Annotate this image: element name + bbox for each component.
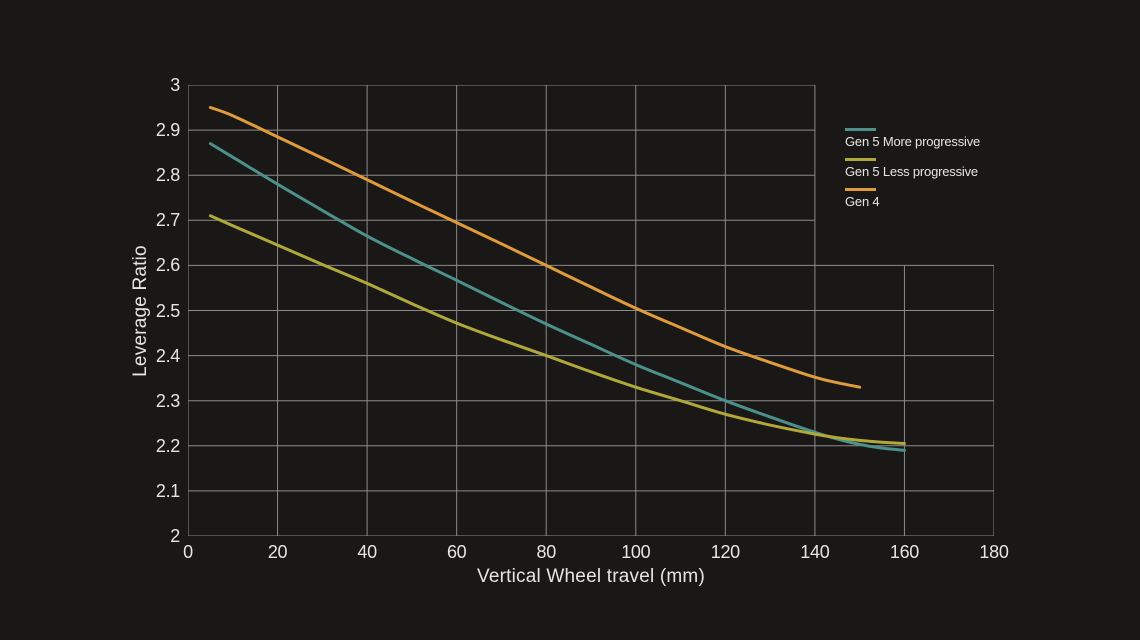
x-tick-label: 80 <box>536 542 557 562</box>
series-line <box>208 214 906 445</box>
x-tick-label: 60 <box>446 542 467 562</box>
x-tick-label: 120 <box>710 542 740 562</box>
legend-item: Gen 4 <box>845 188 980 209</box>
legend-label: Gen 5 More progressive <box>845 134 981 149</box>
plot-area <box>188 85 994 536</box>
legend-item: Gen 5 Less progressive <box>845 158 980 179</box>
y-tick-label: 2.7 <box>155 210 180 231</box>
legend-item: Gen 5 More progressive <box>845 128 980 149</box>
legend-label: Gen 5 Less progressive <box>845 164 978 179</box>
y-tick-label: 2 <box>170 526 180 546</box>
x-tick-label: 0 <box>183 542 193 562</box>
legend-label: Gen 4 <box>845 194 880 209</box>
x-tick-label: 160 <box>889 542 920 562</box>
legend-swatch <box>845 128 876 131</box>
y-tick-label: 2.9 <box>155 120 180 141</box>
y-tick-label: 2.6 <box>155 255 180 276</box>
y-tick-label: 2.1 <box>155 480 180 501</box>
x-axis-title: Vertical Wheel travel (mm) <box>477 566 705 587</box>
y-tick-label: 2.5 <box>155 300 180 321</box>
x-tick-label: 40 <box>357 542 377 562</box>
legend: Gen 5 More progressive Gen 5 Less progres… <box>845 128 980 218</box>
legend-swatch <box>845 158 876 161</box>
y-tick-label: 2.3 <box>155 390 180 411</box>
y-tick-label: 2.4 <box>155 345 180 366</box>
x-tick-label: 100 <box>621 542 651 562</box>
y-tick-label: 2.8 <box>155 165 180 186</box>
x-tick-label: 180 <box>979 542 1009 562</box>
x-tick-label: 20 <box>267 542 288 562</box>
y-tick-label: 2.2 <box>155 435 180 456</box>
x-tick-label: 140 <box>800 542 830 562</box>
y-tick-label: 3 <box>170 75 180 95</box>
legend-swatch <box>845 188 876 191</box>
series-line <box>208 106 862 389</box>
series-line <box>208 142 906 452</box>
